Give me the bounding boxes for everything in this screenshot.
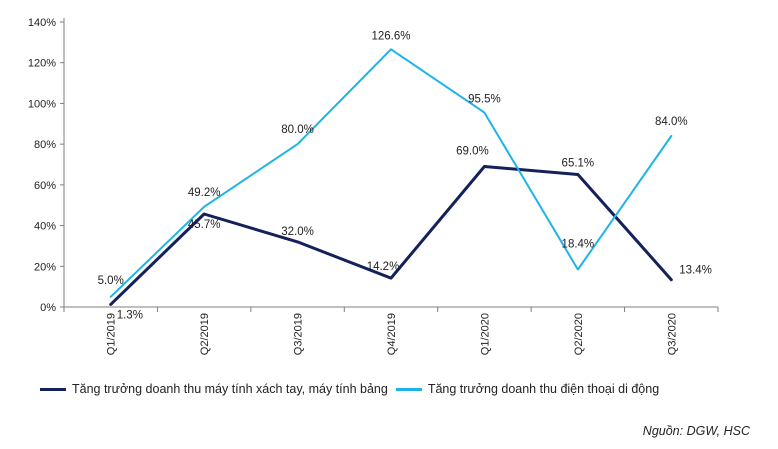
y-tick-label: 140% [28,17,56,29]
y-tick-label: 40% [34,221,56,233]
data-label-laptop: 13.4% [679,265,712,277]
data-label-phone: 49.2% [188,187,221,199]
y-tick-label: 100% [28,98,56,110]
legend-item-phone: Tăng trưởng doanh thu điện thoại di động [395,382,660,396]
source-note: Nguồn: DGW, HSC [642,424,750,438]
y-tick-label: 20% [34,261,56,273]
data-label-phone: 84.0% [655,116,688,128]
x-tick-label: Q2/2020 [573,313,585,355]
data-label-laptop: 14.2% [367,261,400,273]
data-label-laptop: 1.3% [117,309,143,321]
series-lines [109,48,673,306]
y-tick-label: 80% [34,139,56,151]
data-label-phone: 126.6% [371,30,410,42]
data-label-phone: 80.0% [281,124,314,136]
data-label-laptop: 32.0% [281,226,314,238]
data-label-laptop: 69.0% [456,146,489,158]
x-tick-label: Q2/2019 [199,313,211,355]
y-tick-label: 0% [40,302,56,314]
legend-label-phone: Tăng trưởng doanh thu điện thoại di động [427,382,660,396]
legend-swatch-phone [395,387,422,391]
data-label-phone: 18.4% [562,239,595,251]
legend-item-laptop: Tăng trưởng doanh thu máy tính xách tay,… [40,382,388,396]
data-label-phone: 5.0% [98,275,124,287]
x-axis-ticks: Q1/2019 Q2/2019 Q3/2019 Q4/2019 Q1/2020 Q2/20… [63,307,719,355]
legend-label-laptop: Tăng trưởng doanh thu máy tính xách tay,… [72,382,388,396]
series-line-phone [109,48,673,298]
line-chart: 0% 20% 40% 60% 80% 100% 120% 140% Q1/2019 Q2/201… [28,17,719,355]
chart-legend: Tăng trưởng doanh thu máy tính xách tay,… [40,382,667,396]
x-tick-label: Q1/2019 [106,313,118,355]
chart-axes [63,18,718,308]
y-axis-ticks: 0% 20% 40% 60% 80% 100% 120% 140% [28,17,64,314]
data-label-phone: 95.5% [468,94,501,106]
y-tick-label: 120% [28,58,56,70]
x-tick-label: Q3/2019 [293,313,305,355]
data-labels: 1.3% 45.7% 32.0% 14.2% 69.0% 65.1% 13.4% 5.0% 49… [98,30,712,321]
data-label-laptop: 65.1% [562,157,595,169]
y-tick-label: 60% [34,180,56,192]
legend-swatch-laptop [40,387,66,391]
x-tick-label: Q1/2020 [479,313,491,355]
series-line-laptop [109,165,673,306]
x-tick-label: Q4/2019 [386,313,398,355]
x-tick-label: Q3/2020 [666,313,678,355]
data-label-laptop: 45.7% [188,219,221,231]
